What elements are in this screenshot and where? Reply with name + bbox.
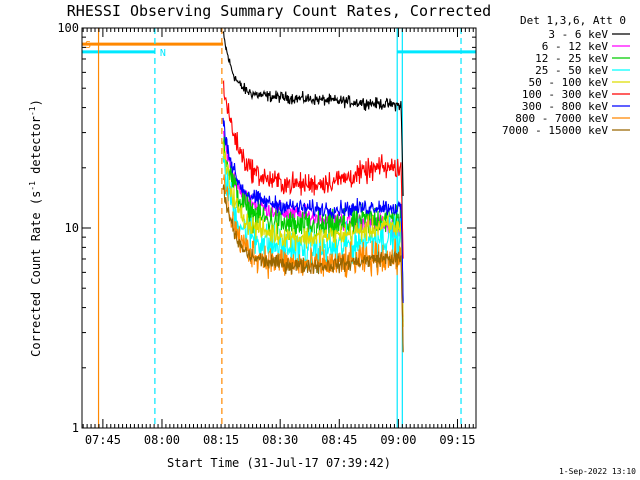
flag-label: S: [85, 40, 91, 51]
timestamp: 1-Sep-2022 13:10: [559, 467, 636, 476]
series-line: [222, 117, 404, 304]
series-lines: [222, 31, 404, 353]
x-tick-label: 08:30: [262, 433, 298, 447]
y-axis-label: Corrected Count Rate (s-1 detector-1): [28, 99, 43, 357]
y-tick-label: 10: [65, 221, 79, 235]
series-line: [222, 136, 404, 301]
y-axis-label-sup2: -1: [28, 106, 37, 116]
y-axis-label-end: ): [29, 99, 43, 106]
legend-label: 12 - 25 keV: [535, 52, 608, 65]
y-axis-label-mid: detector: [29, 116, 43, 181]
legend-label: 6 - 12 keV: [542, 40, 609, 53]
series-line: [222, 184, 404, 352]
legend-label: 100 - 300 keV: [522, 88, 608, 101]
x-axis-label: Start Time (31-Jul-17 07:39:42): [167, 456, 391, 470]
y-axis-label-sup1: -1: [28, 181, 37, 191]
series-line: [222, 141, 404, 327]
legend-label: 50 - 100 keV: [529, 76, 609, 89]
flag-bars: SN: [82, 40, 476, 59]
x-tick-label: 07:45: [85, 433, 121, 447]
flag-label: N: [160, 48, 166, 59]
legend-label: 7000 - 15000 keV: [502, 124, 608, 137]
chart-title: RHESSI Observing Summary Count Rates, Co…: [67, 2, 491, 20]
x-tick-label: 09:00: [380, 433, 416, 447]
x-tick-label: 08:15: [203, 433, 239, 447]
legend-label: 3 - 6 keV: [548, 28, 608, 41]
x-tick-label: 09:15: [439, 433, 475, 447]
legend-label: 300 - 800 keV: [522, 100, 608, 113]
legend-label: 25 - 50 keV: [535, 64, 608, 77]
series-line: [222, 79, 404, 259]
y-axis-ticks: 1 10 100: [57, 21, 476, 435]
y-axis-label-main: Corrected Count Rate (s: [29, 191, 43, 357]
x-axis-ticks: 07:45 08:00 08:15 08:30 08:45 09:00 09:15: [82, 28, 476, 447]
x-tick-label: 08:00: [144, 433, 180, 447]
legend-header: Det 1,3,6, Att 0: [520, 14, 626, 27]
series-line: [222, 31, 404, 197]
series-line: [222, 153, 404, 322]
vertical-markers: [97, 28, 462, 428]
y-tick-label: 1: [72, 421, 79, 435]
y-tick-label: 100: [57, 21, 79, 35]
legend-label: 800 - 7000 keV: [515, 112, 608, 125]
x-tick-label: 08:45: [321, 433, 357, 447]
